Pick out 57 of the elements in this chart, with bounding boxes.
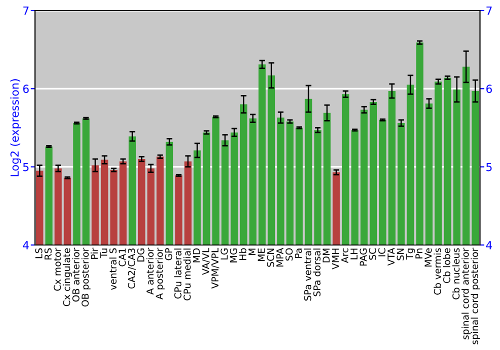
- x-tick-label: Hb: [239, 248, 246, 260]
- x-tick-label: VMH: [332, 248, 339, 270]
- x-tick-label: Cb vermis: [434, 248, 442, 295]
- y2-tick-label: 4: [486, 241, 492, 250]
- x-tick-label: Pir: [90, 248, 98, 259]
- x-tick-label: MVe: [424, 248, 432, 267]
- x-tick-label: A anterior: [146, 248, 154, 295]
- y-tick-label: 5: [23, 162, 28, 172]
- y-tick-label: 4: [22, 241, 29, 250]
- x-tick-label: PAG: [360, 248, 367, 266]
- y-axis-title: Log2 (expression): [10, 79, 21, 176]
- x-tick-label: CPu lateral: [174, 248, 182, 299]
- y-tick-label: 6: [23, 84, 29, 94]
- x-tick-label: SCN: [267, 248, 274, 267]
- x-tick-label: VTA: [388, 248, 395, 266]
- x-tick-label: SPa ventral: [304, 248, 312, 301]
- x-tick-label: ME: [258, 248, 265, 261]
- x-tick-label: ventral S: [109, 248, 117, 290]
- x-tick-label: Cb lobe: [442, 248, 450, 284]
- x-tick-label: M: [248, 248, 256, 255]
- x-tick-label: SC: [368, 248, 376, 260]
- x-tick-label: DM: [322, 248, 330, 262]
- x-tick-label: spinal cord posterior: [470, 248, 480, 344]
- x-tick-label: Arc: [341, 248, 348, 264]
- x-tick-label: CPu medial: [183, 248, 191, 300]
- x-tick-label: Pa: [294, 248, 302, 258]
- x-tick-label: Cx motor: [54, 248, 61, 291]
- x-tick-label: SN: [396, 248, 404, 260]
- x-tick-label: DG: [137, 248, 144, 262]
- x-tick-label: spinal cord anterior: [462, 248, 471, 340]
- x-tick-label: VPM/VPL: [212, 248, 220, 289]
- x-tick-label: Tg: [406, 248, 416, 260]
- x-tick-label: MD: [192, 248, 200, 262]
- x-tick-label: Cb nucleus: [452, 248, 460, 300]
- x-tick-label: SO: [286, 248, 293, 261]
- x-tick-label: CA1: [118, 248, 126, 266]
- y-tick-label: 7: [23, 6, 28, 15]
- x-tick-label: Tu: [100, 248, 108, 258]
- x-tick-label: MPA: [276, 248, 284, 267]
- x-tick-label: OB anterior: [72, 248, 80, 302]
- x-tick-label: RS: [44, 248, 52, 260]
- x-tick-label: MG: [230, 248, 238, 262]
- x-tick-label: A posterior: [156, 248, 165, 300]
- y2-tick-label: 7: [486, 6, 492, 15]
- x-tick-label: SPa dorsal: [313, 248, 320, 296]
- x-tick-label: VA/VL: [202, 248, 210, 275]
- x-tick-label: LH: [350, 248, 358, 260]
- x-tick-label: CA2/CA3: [128, 248, 136, 289]
- x-tick-label: Cx cingulate: [62, 248, 72, 306]
- x-tick-label: IC: [378, 248, 386, 256]
- x-tick-label: Pn: [415, 248, 422, 258]
- x-tick-label: LS: [35, 248, 42, 258]
- x-tick-label: OB posterior: [81, 248, 91, 307]
- x-tick-label: LG: [220, 248, 228, 260]
- x-tick-label: GP: [165, 248, 172, 260]
- y2-tick-label: 6: [486, 84, 492, 94]
- y2-tick-label: 5: [486, 162, 492, 172]
